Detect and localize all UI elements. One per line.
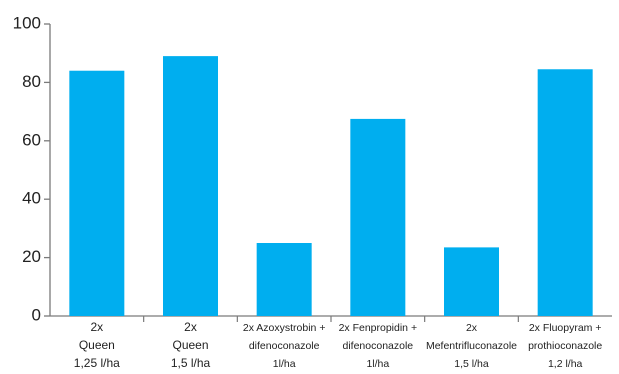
x-tick-label-2-2: 1l/ha: [273, 358, 296, 370]
x-tick-label-4-1: Mefentrifluconazole: [426, 340, 517, 352]
x-tick-label-4-2: 1,5 l/ha: [454, 358, 489, 370]
y-tick-label-3: 60: [22, 130, 41, 149]
x-tick-label-1-1: Queen: [172, 338, 208, 352]
y-tick-label-2: 40: [22, 189, 41, 208]
x-tick-label-0-1: Queen: [79, 338, 115, 352]
x-tick-label-0-2: 1,25 l/ha: [74, 356, 120, 370]
y-tick-label-0: 0: [32, 305, 41, 324]
y-tick-label-1: 20: [22, 247, 41, 266]
x-tick-label-1-2: 1,5 l/ha: [171, 356, 211, 370]
x-tick-label-5-0: 2x Fluopyram +: [529, 322, 602, 334]
x-tick-label-1-0: 2x: [184, 320, 197, 334]
x-tick-label-0-0: 2x: [90, 320, 103, 334]
bar-3: [350, 118, 406, 317]
bar-1: [163, 56, 218, 317]
bar-0: [69, 70, 125, 316]
bar-4: [444, 247, 499, 316]
x-tick-label-4-0: 2x: [466, 322, 478, 334]
x-tick-label-2-1: difenoconazole: [249, 340, 320, 352]
x-tick-label-5-2: 1,2 l/ha: [548, 358, 583, 370]
bar-5: [537, 69, 593, 316]
x-tick-label-2-0: 2x Azoxystrobin +: [243, 322, 326, 334]
x-tick-label-3-1: difenoconazole: [343, 340, 414, 352]
x-tick-label-5-1: prothioconazole: [528, 340, 602, 352]
x-tick-label-3-2: 1l/ha: [366, 358, 389, 370]
x-tick-label-3-0: 2x Fenpropidin +: [339, 322, 418, 334]
bar-2: [256, 243, 312, 316]
y-tick-label-4: 80: [22, 72, 41, 91]
y-tick-label-5: 100: [13, 13, 41, 32]
